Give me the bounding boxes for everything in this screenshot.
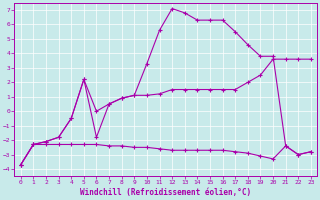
X-axis label: Windchill (Refroidissement éolien,°C): Windchill (Refroidissement éolien,°C) bbox=[80, 188, 252, 197]
